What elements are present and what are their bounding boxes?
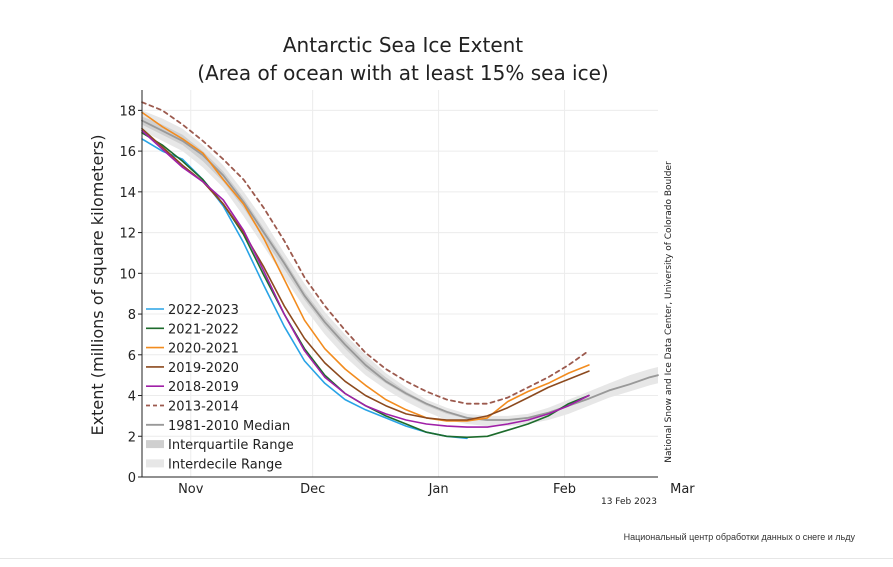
x-tick-label: Nov [178,482,204,497]
legend-label-1981-2010-median: 1981-2010 Median [168,419,290,434]
data-lines [141,101,659,440]
legend: 2022-2023 2021-2022 2020-2021 2019-2020 2018… [146,303,294,472]
axes: 0 2 4 6 8 10 12 14 16 18 Nov Dec Jan Feb Mar [119,90,695,497]
legend-label-interquartile-range: Interquartile Range [168,438,294,453]
y-tick-label: 4 [128,390,136,405]
legend-label-2020-2021: 2020-2021 [168,342,239,357]
x-tick-label: Mar [670,482,695,497]
x-tick-label: Feb [553,482,576,497]
legend-label-interdecile-range: Interdecile Range [168,457,282,472]
legend-label-2019-2020: 2019-2020 [168,361,239,376]
legend-swatch-interquartile-range [146,440,164,449]
divider [0,558,893,559]
y-tick-label: 0 [128,471,136,486]
series-line-2013-2014 [141,101,590,405]
y-tick-label: 6 [128,349,136,364]
legend-label-2021-2022: 2021-2022 [168,322,239,337]
legend-label-2018-2019: 2018-2019 [168,380,239,395]
range-bands [142,110,658,427]
legend-swatch-interdecile-range [146,459,164,468]
series-line-1981-2010-median [141,119,659,421]
x-tick-label: Dec [300,482,325,497]
x-tick-label: Jan [428,482,449,497]
legend-label-2022-2023: 2022-2023 [168,303,239,318]
source-credit: National Snow and Ice Data Center, Unive… [664,161,674,463]
source-caption: Национальный центр обработки данных о сн… [623,532,855,542]
series-line-2018-2019 [141,129,590,428]
y-tick-label: 18 [119,104,136,119]
y-tick-label: 16 [119,145,136,160]
y-tick-label: 10 [119,267,136,282]
date-stamp: 13 Feb 2023 [601,497,657,507]
chart-title: Antarctic Sea Ice Extent [283,33,523,57]
series-line-2020-2021 [141,111,590,422]
y-tick-label: 8 [128,308,136,323]
chart-subtitle: (Area of ocean with at least 15% sea ice… [197,61,608,85]
y-tick-label: 14 [119,186,136,201]
y-tick-label: 12 [119,227,136,242]
band-interdecile-range [142,110,658,427]
y-tick-label: 2 [128,430,136,445]
series-line-2019-2020 [141,127,590,421]
y-axis-label: Extent (millions of square kilometers) [88,135,107,436]
legend-label-2013-2014: 2013-2014 [168,400,239,415]
